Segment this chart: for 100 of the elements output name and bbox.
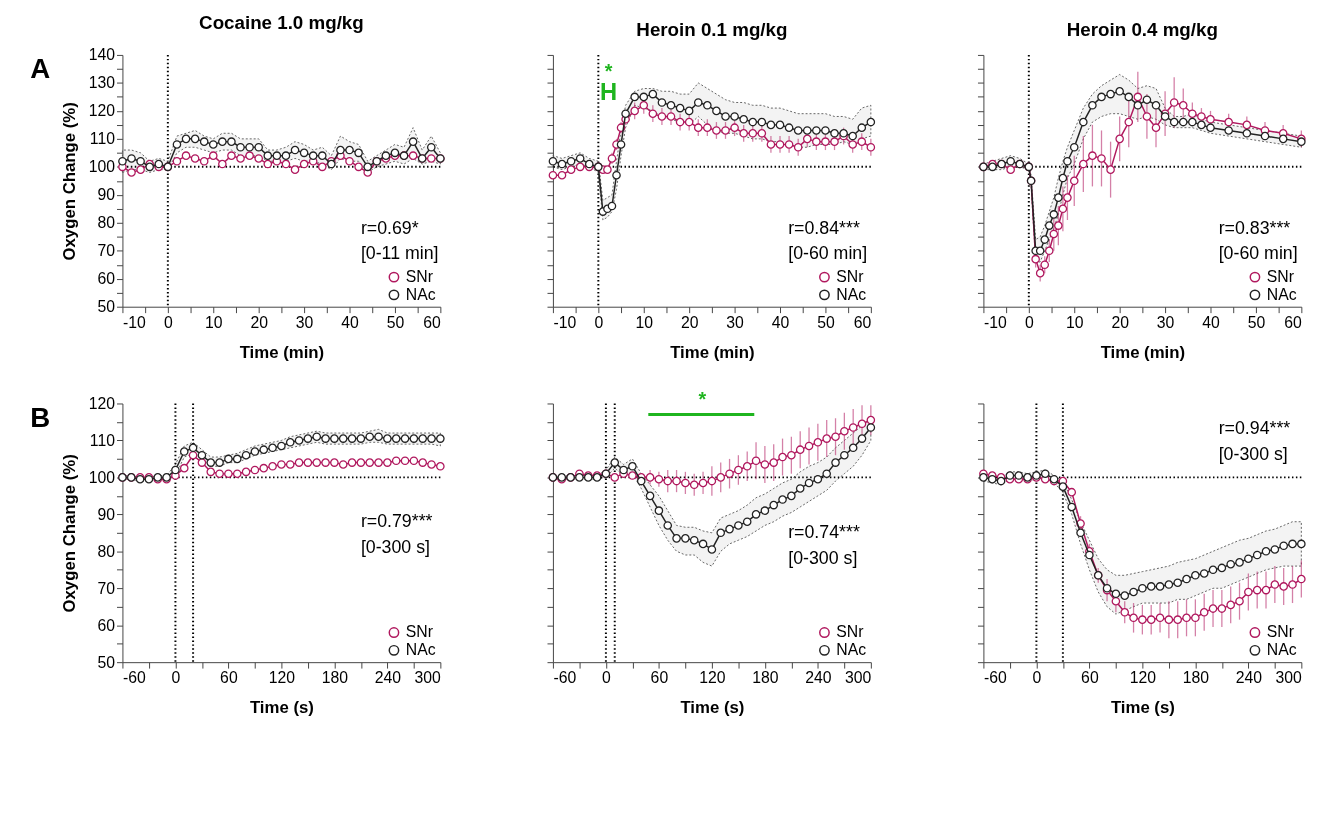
legend-label: SNr — [1266, 623, 1294, 641]
y-tick-label: 140 — [88, 46, 116, 64]
x-tick-label: 120 — [268, 669, 296, 687]
x-tick-label: 20 — [1111, 313, 1130, 331]
legend-label: NAc — [1266, 641, 1297, 659]
legend-label: SNr — [405, 623, 433, 641]
x-tick-label: -60 — [122, 669, 146, 687]
x-axis-title: Time (s) — [680, 698, 745, 718]
x-tick-label: 120 — [1129, 669, 1157, 687]
legend-label: SNr — [836, 268, 864, 286]
legend-label: NAc — [836, 285, 867, 303]
x-tick-label: 60 — [220, 669, 238, 687]
x-tick-label: 30 — [295, 313, 314, 331]
x-tick-label: 10 — [635, 313, 654, 331]
annotation: * — [698, 387, 707, 410]
legend-label: SNr — [405, 268, 433, 286]
y-tick-label: 80 — [97, 542, 116, 560]
y-tick-label: 60 — [97, 616, 116, 634]
x-tick-label: 180 — [321, 669, 349, 687]
x-tick-label: -10 — [983, 313, 1007, 331]
y-tick-label: 70 — [97, 242, 116, 260]
annotation: [0-60 min] — [1218, 242, 1298, 263]
y-tick-label: 100 — [88, 158, 116, 176]
x-tick-label: 60 — [650, 669, 669, 687]
x-tick-label: 20 — [250, 313, 269, 331]
chart-title: Cocaine 1.0 mg/kg — [199, 12, 364, 34]
x-tick-label: -60 — [983, 669, 1007, 687]
x-tick-label: 240 — [805, 669, 832, 687]
legend-label: SNr — [836, 623, 864, 641]
y-tick-label: 120 — [88, 394, 116, 412]
annotation: r=0.69* — [360, 217, 419, 238]
x-tick-label: 240 — [1235, 669, 1263, 687]
x-tick-label: 240 — [374, 669, 402, 687]
x-tick-label: 10 — [204, 313, 223, 331]
x-tick-label: 0 — [171, 669, 181, 687]
annotation: [0-60 min] — [788, 242, 868, 263]
x-tick-label: 40 — [1202, 313, 1220, 331]
y-tick-label: 50 — [97, 653, 116, 671]
y-axis-title: Oxygen Change (%) — [59, 454, 79, 613]
x-tick-label: 0 — [1024, 313, 1034, 331]
y-tick-label: 60 — [97, 270, 116, 288]
annotation: [0-300 s] — [360, 537, 431, 558]
x-tick-label: 20 — [680, 313, 699, 331]
chart-title: Heroin 0.1 mg/kg — [636, 19, 788, 41]
x-tick-label: 60 — [853, 313, 872, 331]
annotation: [0-300 s] — [1218, 444, 1288, 465]
annotation: r=0.74*** — [788, 521, 860, 542]
x-axis-title: Time (min) — [239, 342, 325, 362]
x-tick-label: -10 — [553, 313, 577, 331]
annotation: [0-11 min] — [360, 242, 439, 263]
y-tick-label: 70 — [97, 579, 116, 597]
x-tick-label: 50 — [817, 313, 835, 331]
chart-title: Heroin 0.4 mg/kg — [1066, 19, 1218, 41]
y-tick-label: 110 — [89, 431, 116, 449]
x-tick-label: 50 — [1247, 313, 1266, 331]
x-tick-label: 50 — [386, 313, 405, 331]
y-axis-title: Oxygen Change (%) — [59, 102, 79, 261]
annotation: r=0.83*** — [1218, 217, 1291, 238]
x-tick-label: 40 — [341, 313, 360, 331]
annotation: [0-300 s] — [788, 547, 858, 568]
x-tick-label: 120 — [699, 669, 726, 687]
x-tick-label: 0 — [594, 313, 604, 331]
y-tick-label: 110 — [89, 130, 116, 148]
legend-label: SNr — [1266, 268, 1294, 286]
legend-label: NAc — [405, 641, 436, 659]
x-tick-label: -10 — [122, 313, 146, 331]
y-tick-label: 100 — [88, 468, 116, 486]
y-tick-label: 120 — [88, 102, 116, 120]
x-tick-label: -60 — [553, 669, 577, 687]
text: B — [30, 401, 51, 433]
x-tick-label: 180 — [752, 669, 779, 687]
x-tick-label: 0 — [163, 313, 173, 331]
y-tick-label: 90 — [97, 186, 116, 204]
x-tick-label: 0 — [602, 669, 612, 687]
x-tick-label: 60 — [1284, 313, 1303, 331]
x-tick-label: 60 — [423, 313, 442, 331]
x-axis-title: Time (s) — [1110, 698, 1175, 718]
y-tick-label: 50 — [97, 298, 116, 316]
annotation: r=0.94*** — [1218, 418, 1291, 439]
x-tick-label: 300 — [1275, 669, 1303, 687]
x-axis-title: Time (min) — [1100, 342, 1186, 362]
x-tick-label: 180 — [1182, 669, 1210, 687]
legend-label: NAc — [836, 641, 867, 659]
x-tick-label: 0 — [1032, 669, 1042, 687]
x-tick-label: 300 — [845, 669, 872, 687]
legend-label: NAc — [1266, 285, 1297, 303]
x-tick-label: 10 — [1065, 313, 1084, 331]
x-tick-label: 60 — [1081, 669, 1099, 687]
x-axis-title: Time (s) — [249, 698, 314, 718]
x-tick-label: 40 — [771, 313, 790, 331]
x-tick-label: 30 — [1156, 313, 1175, 331]
annotation: r=0.84*** — [788, 217, 860, 238]
x-axis-title: Time (min) — [670, 342, 755, 362]
y-tick-label: 130 — [88, 74, 116, 92]
x-tick-label: 30 — [726, 313, 745, 331]
text: A — [30, 52, 51, 84]
x-tick-label: 300 — [414, 669, 442, 687]
legend-label: NAc — [405, 285, 436, 303]
y-tick-label: 90 — [97, 505, 116, 523]
y-tick-label: 80 — [97, 214, 116, 232]
